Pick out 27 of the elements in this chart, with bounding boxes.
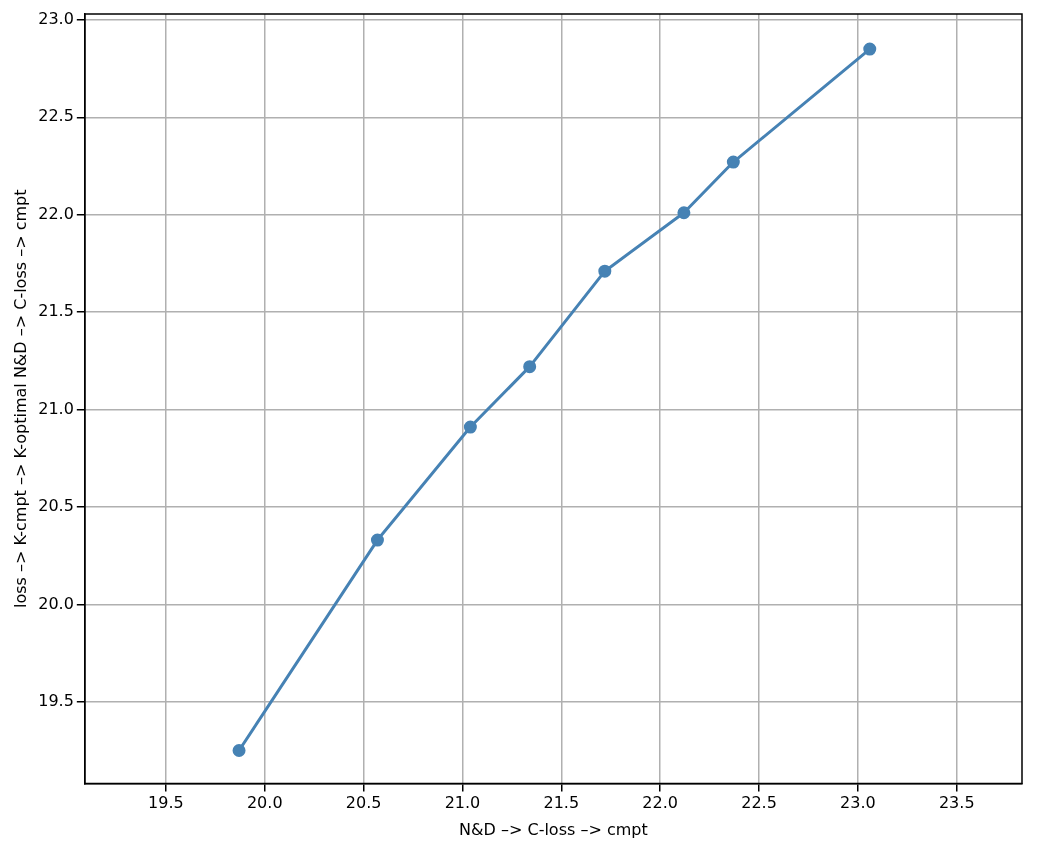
x-tick-label: 20.0 xyxy=(246,793,283,813)
y-tick-label: 21.0 xyxy=(38,398,74,418)
y-tick-label: 20.0 xyxy=(38,593,74,613)
point xyxy=(463,420,477,434)
x-tick-label: 22.0 xyxy=(642,793,678,813)
x-tick-label: 19.5 xyxy=(148,793,184,813)
point xyxy=(677,206,691,220)
point xyxy=(598,264,612,278)
x-tick-label: 23.5 xyxy=(938,793,975,813)
y-tick-label: 22.5 xyxy=(38,106,74,126)
point xyxy=(523,360,537,374)
x-axis-title: N&D –> C-loss –> cmpt xyxy=(459,819,648,839)
x-tick-label: 20.5 xyxy=(345,793,382,813)
point xyxy=(863,42,877,56)
y-axis-title: loss –> K-cmpt –> K-optimal N&D –> C-loss –> cmpt xyxy=(10,189,30,609)
point xyxy=(726,155,740,169)
x-tick-label: 23.0 xyxy=(840,793,876,813)
y-tick-label: 23.0 xyxy=(38,9,74,28)
point xyxy=(232,743,246,757)
y-tick-label: 21.5 xyxy=(38,301,74,321)
point xyxy=(370,533,384,547)
x-tick-label: 21.5 xyxy=(543,793,580,813)
y-tick-label: 22.0 xyxy=(38,203,74,223)
y-tick-label: 19.5 xyxy=(38,690,74,710)
x-tick-label: 21.0 xyxy=(444,793,481,813)
x-tick-label: 22.5 xyxy=(741,793,777,813)
y-tick-label: 20.5 xyxy=(38,496,74,516)
